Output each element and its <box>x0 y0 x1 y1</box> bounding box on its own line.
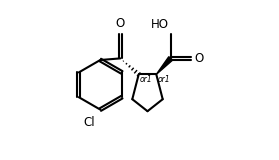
Polygon shape <box>156 57 173 74</box>
Text: Cl: Cl <box>84 116 95 129</box>
Text: or1: or1 <box>140 75 152 84</box>
Text: HO: HO <box>151 18 169 31</box>
Text: O: O <box>116 17 125 30</box>
Text: O: O <box>194 52 203 65</box>
Text: or1: or1 <box>158 75 170 84</box>
